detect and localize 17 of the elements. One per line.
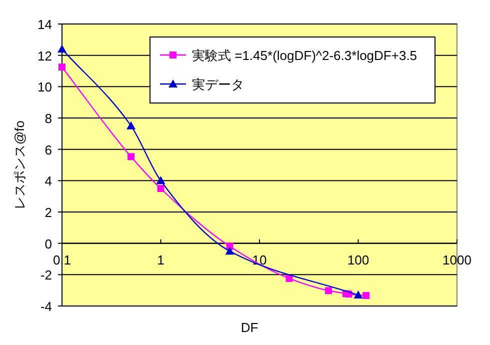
xtick: 100	[347, 252, 370, 268]
ytick: 0	[44, 236, 52, 252]
ytick: -2	[40, 268, 52, 283]
legend-label: 実験式 =1.45*(logDF)^2-6.3*logDF+3.5	[192, 48, 418, 63]
ytick: 2	[44, 205, 52, 220]
ytick: 6	[44, 142, 52, 158]
ytick: 14	[38, 17, 52, 32]
ytick: 4	[44, 174, 52, 189]
ytick: -4	[40, 299, 52, 314]
ytick: 12	[38, 48, 52, 64]
xlabel: DF	[240, 320, 258, 335]
legend-label: 実データ	[192, 77, 244, 92]
ylabel: レスポンス@fo	[12, 120, 27, 210]
xtick: 1	[157, 252, 164, 268]
ytick: 10	[38, 80, 52, 95]
ytick: 8	[44, 111, 52, 126]
xtick: 1000	[442, 252, 472, 268]
